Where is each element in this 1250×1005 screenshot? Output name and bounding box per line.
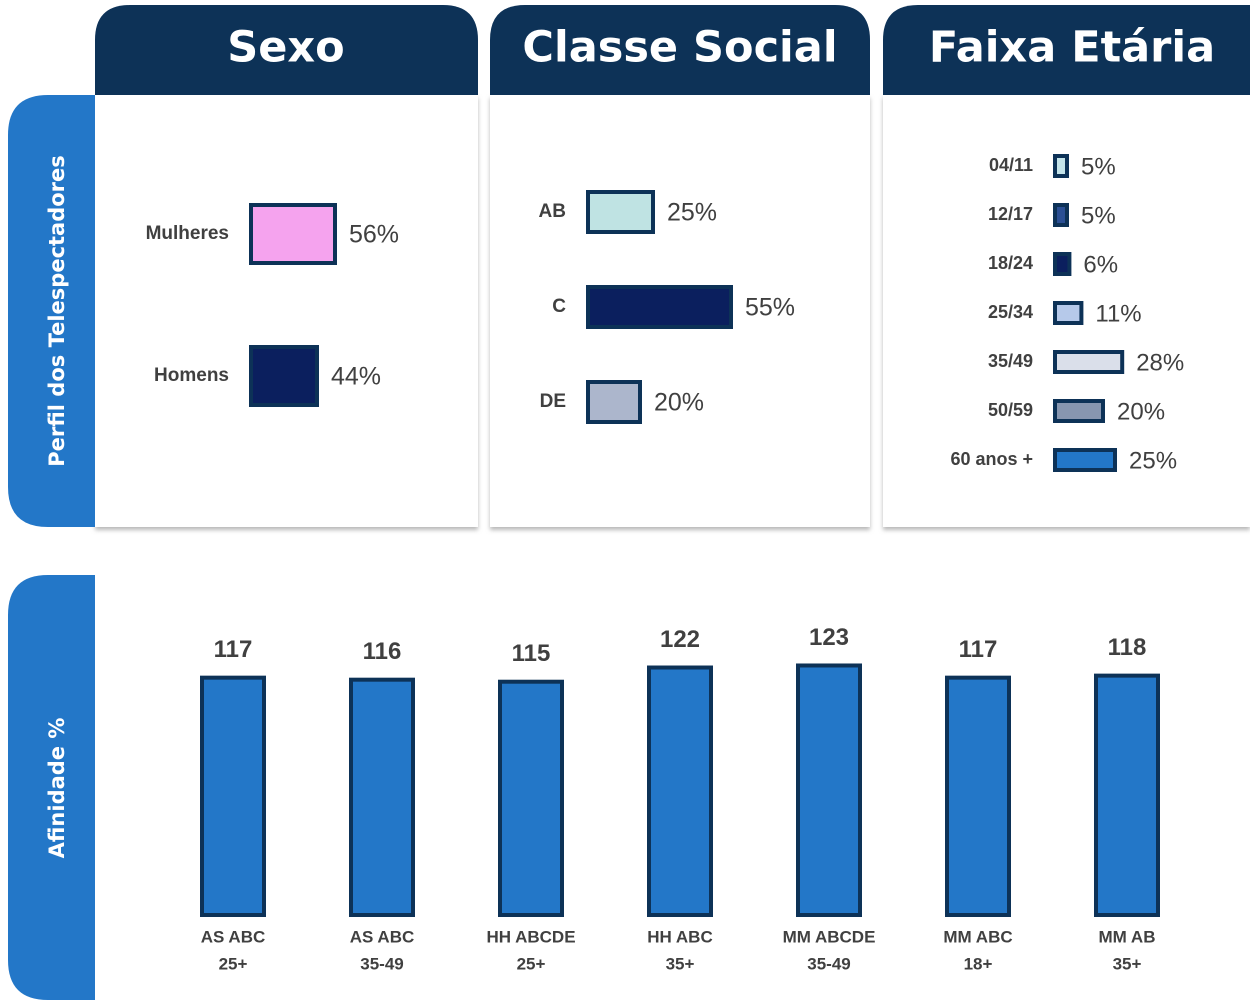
x-tick-label: MM ABC — [943, 927, 1012, 946]
side-tab — [8, 575, 95, 1000]
bar — [1053, 350, 1125, 374]
value-label: 44% — [331, 363, 381, 391]
value-label: 20% — [654, 389, 704, 417]
x-tick-label: MM ABCDE — [783, 927, 876, 946]
value-label: 117 — [214, 636, 253, 663]
category-label: 18/24 — [988, 253, 1033, 273]
y-axis-label: Afinidade % — [45, 718, 69, 859]
chart-title: Sexo — [227, 23, 344, 73]
bar — [796, 663, 862, 917]
bar — [498, 679, 564, 918]
bar — [1053, 203, 1069, 227]
category-label: C — [552, 296, 566, 317]
x-tick-label: 25+ — [517, 954, 546, 973]
category-label: 25/34 — [988, 302, 1033, 322]
x-tick-label: AS ABC — [350, 927, 415, 946]
x-tick-label: 35+ — [1113, 954, 1142, 973]
bar — [586, 380, 642, 424]
category-label: 60 anos + — [950, 449, 1033, 469]
category-label: Mulheres — [146, 223, 229, 244]
value-label: 122 — [660, 626, 700, 653]
bar — [1094, 673, 1160, 918]
category-label: 50/59 — [988, 400, 1033, 420]
bar — [349, 677, 415, 918]
bar — [1053, 301, 1084, 325]
side-tab — [8, 95, 95, 527]
chart-title: Classe Social — [522, 23, 837, 73]
value-label: 5% — [1081, 153, 1116, 180]
x-tick-label: 35+ — [666, 954, 695, 973]
bar — [647, 665, 713, 917]
value-label: 56% — [349, 221, 399, 249]
value-label: 123 — [809, 624, 849, 651]
value-label: 116 — [363, 638, 402, 665]
value-label: 11% — [1095, 300, 1141, 327]
category-label: DE — [540, 391, 566, 412]
value-label: 6% — [1083, 251, 1118, 278]
category-label: 04/11 — [989, 155, 1033, 175]
bar — [1053, 399, 1105, 423]
header-tab — [95, 5, 478, 95]
value-label: 115 — [512, 640, 551, 667]
bar — [586, 285, 733, 329]
x-tick-label: HH ABC — [647, 927, 712, 946]
bar — [586, 190, 655, 234]
value-label: 25% — [1129, 447, 1177, 474]
value-label: 5% — [1081, 202, 1116, 229]
bar — [1053, 154, 1069, 178]
value-label: 20% — [1117, 398, 1165, 425]
bar — [249, 203, 337, 265]
x-tick-label: AS ABC — [201, 927, 266, 946]
chart-title: Faixa Etária — [929, 23, 1215, 73]
x-tick-label: 35-49 — [360, 954, 403, 973]
value-label: 117 — [959, 636, 998, 663]
category-label: 12/17 — [988, 204, 1033, 224]
bar — [1053, 252, 1072, 276]
x-tick-label: 35-49 — [807, 954, 850, 973]
category-label: Homens — [154, 365, 229, 386]
bar — [249, 345, 319, 407]
value-label: 28% — [1136, 349, 1184, 376]
bar — [1053, 448, 1117, 472]
panel — [95, 95, 478, 527]
x-tick-label: 18+ — [964, 954, 993, 973]
header-tab — [883, 5, 1250, 95]
value-label: 55% — [745, 294, 795, 322]
value-label: 118 — [1108, 634, 1147, 661]
value-label: 25% — [667, 199, 717, 227]
bar — [200, 675, 266, 918]
x-tick-label: HH ABCDE — [486, 927, 575, 946]
bar — [945, 675, 1011, 918]
category-label: AB — [539, 201, 566, 222]
x-tick-label: 25+ — [219, 954, 248, 973]
header-tab — [490, 5, 870, 95]
category-label: 35/49 — [988, 351, 1033, 371]
row-label: Perfil dos Telespectadores — [45, 155, 69, 467]
x-tick-label: MM AB — [1099, 927, 1156, 946]
